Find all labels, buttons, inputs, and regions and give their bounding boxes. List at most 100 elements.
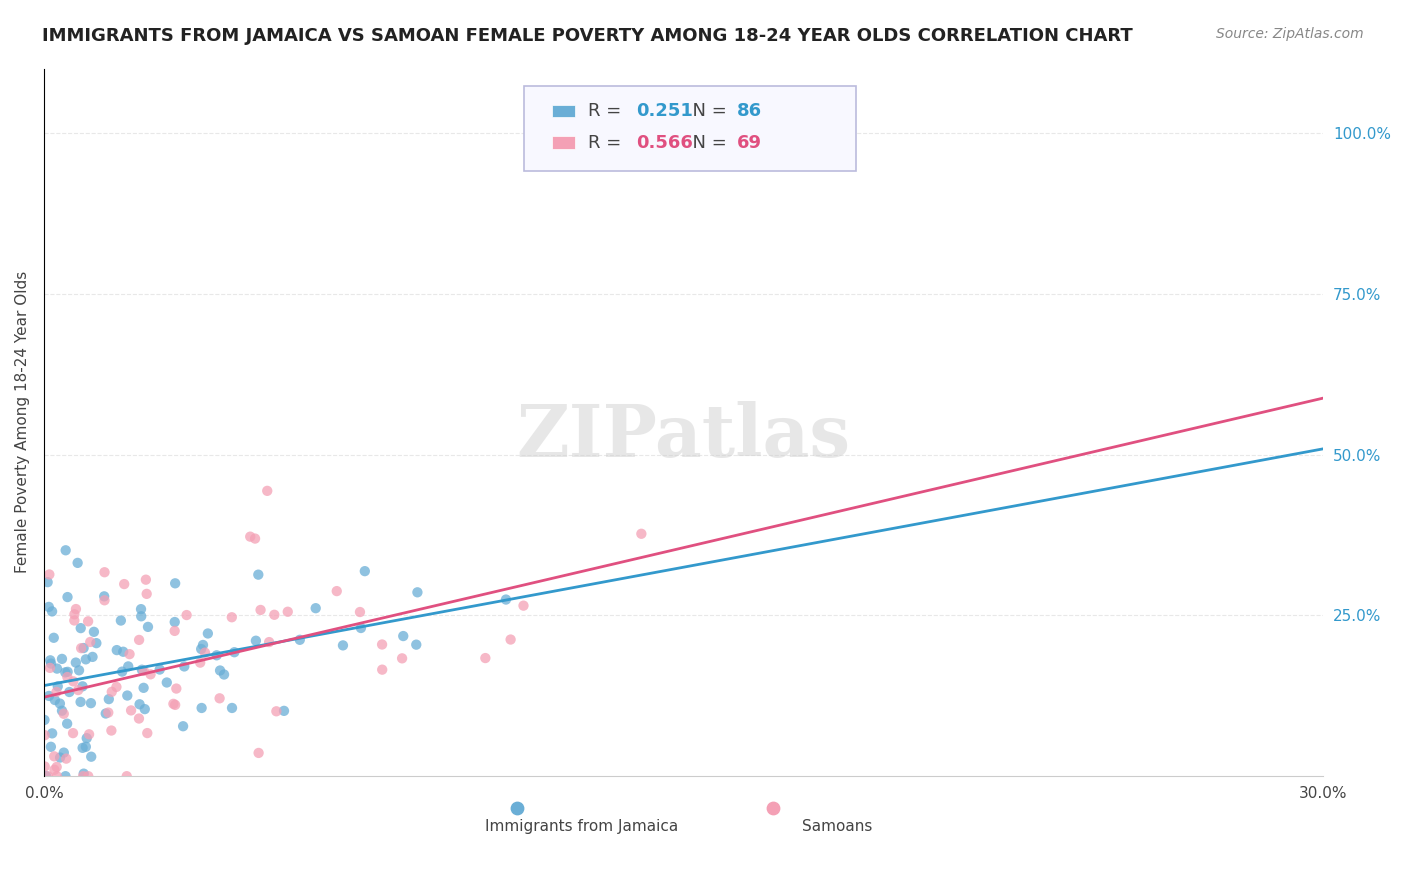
Point (165, 681, 187, 696)
Point (221, 701, 243, 715)
Text: R =: R = (588, 134, 627, 152)
Point (82, 649, 104, 664)
Point (58, 685, 80, 699)
Point (56, 716, 79, 731)
Point (77, 727, 100, 741)
Point (249, 603, 271, 617)
Point (112, 577, 135, 591)
Text: N =: N = (681, 134, 733, 152)
Point (73, 766, 96, 780)
Point (247, 746, 270, 760)
Point (67, 663, 90, 677)
Point (63, 607, 86, 622)
Point (65, 602, 87, 616)
Text: Samoans: Samoans (801, 819, 872, 834)
Point (72, 679, 94, 693)
Point (34, 759, 56, 773)
Point (326, 584, 349, 599)
Point (45, 769, 67, 783)
Point (173, 659, 195, 673)
Text: 0.251: 0.251 (637, 102, 693, 120)
Point (512, 599, 534, 613)
FancyBboxPatch shape (551, 136, 575, 149)
Point (72, 740, 94, 755)
Point (69, 695, 91, 709)
Point (128, 698, 150, 712)
Point (128, 712, 150, 726)
Point (65, 656, 87, 670)
Point (205, 648, 228, 663)
FancyBboxPatch shape (551, 104, 575, 118)
Point (44, 763, 66, 777)
Point (332, 639, 354, 653)
FancyBboxPatch shape (523, 87, 856, 171)
Point (256, 483, 278, 498)
Text: ZIPatlas: ZIPatlas (516, 401, 851, 472)
Point (49, 697, 72, 711)
Point (392, 629, 415, 643)
Point (100, 685, 122, 699)
Point (243, 532, 266, 546)
Point (111, 665, 134, 679)
Point (112, 645, 135, 659)
Point (52, 706, 75, 721)
Point (371, 638, 394, 652)
Point (208, 691, 231, 706)
Point (391, 651, 413, 665)
Point (209, 664, 232, 678)
Text: 0.566: 0.566 (637, 134, 693, 152)
Point (273, 704, 295, 718)
Point (49, 750, 72, 764)
Point (495, 592, 517, 607)
Text: 86: 86 (737, 102, 762, 120)
Point (163, 615, 186, 629)
Point (72, 640, 94, 655)
Point (257, 635, 280, 649)
Point (129, 602, 152, 616)
Point (247, 567, 270, 582)
Point (93, 566, 115, 580)
Point (163, 624, 186, 638)
Text: 69: 69 (737, 134, 762, 152)
Point (39, 739, 62, 754)
Point (212, 667, 235, 681)
Point (288, 632, 311, 647)
Point (349, 605, 371, 619)
Point (55, 751, 77, 765)
Text: R =: R = (588, 102, 627, 120)
Point (51, 652, 73, 666)
Point (194, 646, 217, 660)
Point (630, 526, 652, 541)
Text: Source: ZipAtlas.com: Source: ZipAtlas.com (1216, 27, 1364, 41)
Point (100, 723, 122, 738)
Point (93, 590, 115, 604)
Point (35, 769, 58, 783)
Point (41, 604, 63, 618)
Point (76, 731, 98, 746)
Point (406, 585, 429, 599)
Point (45, 685, 67, 699)
Point (75, 739, 97, 754)
Point (70, 641, 93, 656)
Point (66, 556, 89, 570)
Point (197, 626, 219, 640)
Point (110, 614, 132, 628)
Point (93, 593, 115, 607)
Point (80, 749, 103, 764)
Text: N =: N = (681, 102, 733, 120)
Point (131, 663, 153, 677)
Point (245, 633, 267, 648)
Point (34, 713, 56, 727)
Point (224, 645, 246, 659)
Point (132, 664, 155, 678)
Text: Immigrants from Jamaica: Immigrants from Jamaica (485, 819, 678, 834)
Point (38, 567, 60, 582)
Point (263, 607, 285, 622)
Point (39, 661, 62, 675)
Point (474, 651, 496, 665)
Point (53, 665, 76, 680)
Point (165, 576, 187, 591)
Point (80, 696, 103, 710)
Point (46, 679, 69, 693)
Point (62, 674, 84, 689)
